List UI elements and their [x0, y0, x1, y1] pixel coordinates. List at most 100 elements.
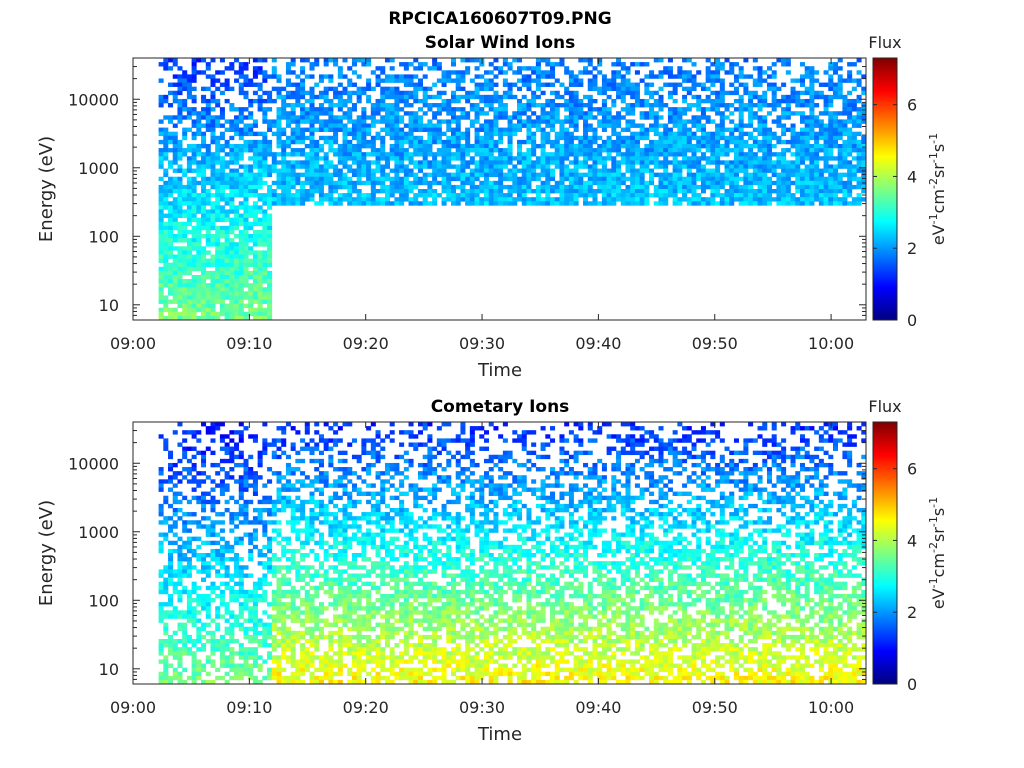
heatmap-cell [177, 610, 183, 615]
heatmap-cell [168, 291, 174, 296]
heatmap-cell [484, 148, 490, 153]
heatmap-cell [550, 70, 556, 75]
heatmap-cell [182, 283, 188, 288]
heatmap-cell [168, 638, 174, 644]
heatmap-cell [168, 307, 174, 313]
heatmap-cell [799, 98, 805, 104]
heatmap-cell [182, 279, 188, 284]
heatmap-cell [705, 176, 711, 182]
heatmap-cell [620, 139, 626, 145]
heatmap-cell [177, 283, 183, 288]
heatmap-cell [818, 193, 824, 198]
heatmap-cell [710, 139, 716, 145]
heatmap-cell [163, 213, 169, 218]
heatmap-cell [158, 184, 164, 190]
heatmap-cell [682, 78, 688, 83]
heatmap-cell [823, 156, 829, 161]
heatmap-cell [446, 78, 452, 83]
heatmap-cell [229, 593, 235, 599]
heatmap-cell [394, 152, 400, 157]
heatmap-cell [597, 123, 603, 128]
heatmap-cell [394, 103, 400, 108]
heatmap-cell [290, 172, 296, 178]
heatmap-cell [545, 164, 551, 169]
heatmap-cell [502, 111, 508, 116]
heatmap-cell [450, 152, 457, 157]
heatmap-cell [229, 242, 235, 247]
heatmap-cell [351, 197, 357, 202]
heatmap-cell [191, 201, 197, 206]
heatmap-cell [479, 62, 485, 67]
heatmap-cell [158, 532, 164, 537]
heatmap-cell [205, 315, 211, 321]
heatmap-cell [616, 123, 622, 128]
heatmap-cell [540, 184, 546, 190]
heatmap-cell [809, 74, 815, 79]
heatmap-cell [743, 143, 749, 149]
panel-title: Solar Wind Ions [425, 33, 576, 53]
heatmap-cell [201, 217, 207, 223]
heatmap-cell [781, 152, 787, 157]
heatmap-cell [177, 197, 183, 202]
heatmap-cell [620, 197, 626, 202]
heatmap-cell [300, 66, 306, 71]
heatmap-cell [168, 634, 174, 640]
heatmap-cell [828, 148, 834, 153]
heatmap-cell [696, 70, 702, 75]
heatmap-cell [417, 135, 423, 141]
heatmap-cell [399, 148, 405, 153]
heatmap-cell [832, 180, 839, 186]
heatmap-cell [521, 176, 527, 182]
heatmap-cell [163, 58, 169, 63]
heatmap-cell [611, 184, 617, 190]
heatmap-cell [186, 634, 192, 640]
heatmap-cell [474, 82, 480, 87]
heatmap-cell [465, 197, 471, 202]
heatmap-cell [493, 201, 499, 206]
heatmap-cell [460, 156, 466, 161]
heatmap-cell [196, 287, 202, 292]
heatmap-cell [238, 274, 244, 280]
heatmap-cell [559, 127, 565, 132]
heatmap-cell [163, 283, 169, 288]
heatmap-cell [498, 164, 504, 169]
heatmap-cell [738, 148, 744, 153]
heatmap-cell [248, 287, 254, 292]
heatmap-cell [653, 152, 659, 157]
heatmap-cell [785, 176, 791, 182]
heatmap-cell [177, 299, 183, 304]
heatmap-cell [366, 168, 372, 173]
heatmap-cell [847, 103, 853, 108]
heatmap-cell [234, 262, 240, 268]
heatmap-cell [191, 663, 197, 668]
heatmap-cell [455, 135, 461, 141]
heatmap-cell [757, 197, 763, 202]
heatmap-cell [597, 189, 603, 194]
heatmap-cell [413, 135, 419, 141]
heatmap-cell [733, 160, 739, 165]
heatmap-cell [290, 111, 296, 116]
heatmap-cell [686, 74, 692, 79]
heatmap-cell [432, 115, 438, 120]
heatmap-cell [177, 86, 183, 92]
heatmap-cell [205, 606, 211, 611]
heatmap-cell [545, 111, 551, 116]
heatmap-cell [196, 291, 202, 296]
heatmap-cell [446, 176, 452, 182]
heatmap-cell [512, 156, 518, 161]
heatmap-cell [177, 258, 183, 263]
heatmap-cell [196, 618, 202, 623]
heatmap-cell [191, 667, 197, 673]
heatmap-cell [177, 164, 183, 169]
heatmap-cell [484, 94, 490, 100]
heatmap-cell [210, 254, 216, 259]
heatmap-cell [663, 197, 669, 202]
heatmap-cell [672, 172, 678, 178]
heatmap-cell [172, 221, 178, 227]
heatmap-cell [182, 70, 188, 75]
heatmap-cell [554, 143, 560, 149]
heatmap-cell [771, 107, 777, 112]
heatmap-cell [290, 82, 296, 87]
heatmap-cell [337, 156, 343, 161]
heatmap-cell [630, 176, 636, 182]
